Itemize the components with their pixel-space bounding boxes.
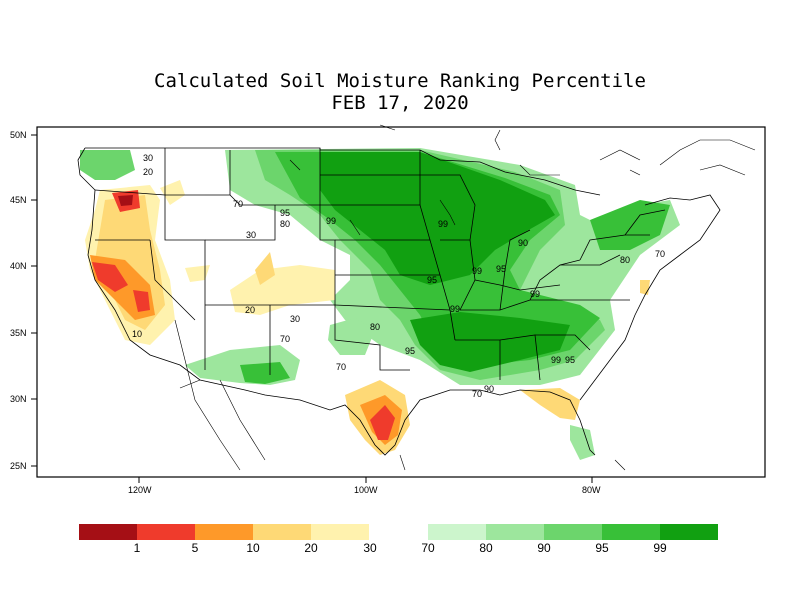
contour-label: 30	[246, 230, 256, 240]
legend-label: 95	[595, 541, 609, 555]
contour-label: 90	[484, 384, 494, 394]
legend-swatch-wet-3	[602, 524, 660, 540]
legend-swatch-dry-1	[137, 524, 195, 540]
map-frame	[36, 126, 766, 478]
legend-swatch-wet-2	[544, 524, 602, 540]
contour-label: 99	[326, 216, 336, 226]
lon-label-100w: 100W	[354, 485, 378, 495]
lat-label-50n: 50N	[10, 130, 27, 140]
contour-label: 70	[336, 362, 346, 372]
lon-label-80w: 80W	[582, 485, 601, 495]
map-date: FEB 17, 2020	[331, 92, 469, 114]
legend-label: 30	[363, 541, 377, 555]
contour-label: 70	[472, 389, 482, 399]
legend-swatch-dry-0	[79, 524, 137, 540]
longitude-axis: 120W 100W 80W	[128, 477, 601, 495]
legend-label: 99	[653, 541, 667, 555]
legend-swatch-dry-2	[195, 524, 253, 540]
legend-label: 90	[537, 541, 551, 555]
wet-regions	[80, 148, 680, 460]
contour-label: 80	[370, 322, 380, 332]
contour-label: 99	[438, 219, 448, 229]
contour-label: 95	[280, 208, 290, 218]
legend-swatch-wet-4	[660, 524, 718, 540]
contour-label: 10	[132, 329, 142, 339]
lat-label-40n: 40N	[10, 261, 27, 271]
lat-label-30n: 30N	[10, 394, 27, 404]
lon-label-120w: 120W	[128, 485, 152, 495]
dry-regions	[85, 180, 650, 455]
lat-label-25n: 25N	[10, 461, 27, 471]
contour-label: 95	[565, 355, 575, 365]
contour-labels: 30 20 70 95 80 99 99 30 90 95 99 95 99 8…	[132, 153, 665, 399]
contour-label: 95	[427, 275, 437, 285]
legend-swatch-wet-0	[428, 524, 486, 540]
contour-label: 70	[233, 199, 243, 209]
legend-label: 5	[191, 541, 199, 555]
contour-label: 80	[620, 255, 630, 265]
legend-swatch-wet-1	[486, 524, 544, 540]
map-title: Calculated Soil Moisture Ranking Percent…	[154, 70, 646, 92]
legend-swatch-dry-3	[253, 524, 311, 540]
contour-label: 99	[551, 355, 561, 365]
contour-label: 95	[496, 264, 506, 274]
lat-label-35n: 35N	[10, 328, 27, 338]
legend-label: 80	[479, 541, 493, 555]
contour-label: 95	[405, 346, 415, 356]
contour-label: 20	[143, 167, 153, 177]
latitude-axis: 50N 45N 40N 35N 30N 25N	[10, 130, 37, 471]
contour-label: 70	[280, 334, 290, 344]
terrain-lines	[174, 124, 756, 471]
contour-label: 30	[290, 314, 300, 324]
contour-label: 99	[530, 289, 540, 299]
legend-label: 1	[133, 541, 141, 555]
contour-label: 20	[245, 305, 255, 315]
state-boundaries	[77, 147, 721, 456]
lat-label-45n: 45N	[10, 195, 27, 205]
contour-label: 70	[655, 249, 665, 259]
legend-label: 20	[304, 541, 318, 555]
legend-label: 10	[246, 541, 260, 555]
legend-swatch-dry-4	[311, 524, 369, 540]
contour-label: 80	[280, 219, 290, 229]
contour-label: 30	[143, 153, 153, 163]
contour-label: 99	[450, 304, 460, 314]
contour-label: 99	[472, 266, 482, 276]
legend-label: 70	[421, 541, 435, 555]
contour-label: 90	[518, 238, 528, 248]
